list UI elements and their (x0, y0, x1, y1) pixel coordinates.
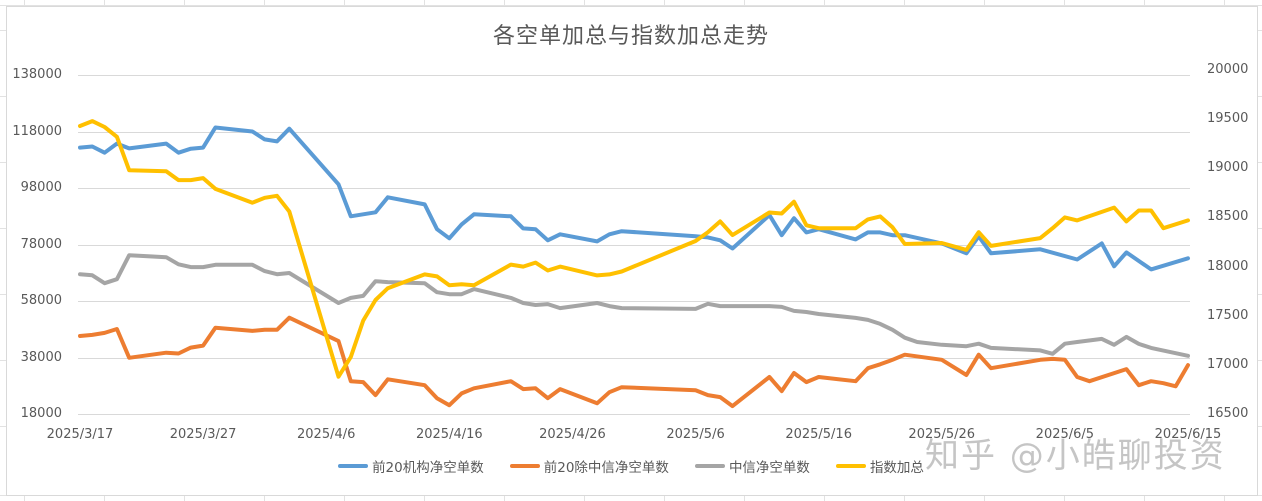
y-tick-right: 17500 (1207, 307, 1249, 323)
series-line-2[interactable] (78, 253, 1190, 358)
y-tick-right: 16500 (1207, 406, 1249, 421)
series-line-1[interactable] (78, 315, 1190, 409)
series-lines (78, 119, 1190, 409)
y-tick-left: 98000 (20, 180, 62, 195)
legend-swatch-icon (338, 464, 369, 468)
legend-swatch-icon (694, 464, 725, 468)
legend-swatch-icon (509, 464, 540, 468)
y-tick-left: 58000 (20, 293, 62, 308)
watermark: 知乎 @小皓聊投资 (925, 436, 1226, 476)
series-line-0[interactable] (78, 125, 1190, 272)
y-tick-left: 78000 (20, 236, 62, 252)
x-tick: 2025/3/27 (169, 427, 237, 442)
y-tick-right: 18500 (1207, 209, 1249, 225)
x-tick: 2025/4/16 (415, 427, 483, 442)
y-tick-right: 19500 (1207, 111, 1249, 127)
legend-item[interactable]: 前20除中信净空单数 (509, 456, 669, 476)
y-tick-left: 38000 (20, 349, 62, 365)
x-tick: 2025/4/26 (539, 427, 606, 442)
y-tick-right: 18000 (1207, 258, 1249, 274)
legend-label: 前20机构净空单数 (372, 460, 484, 476)
legend-label: 中信净空单数 (728, 460, 810, 476)
legend: 前20机构净空单数 前20除中信净空单数 中信净空单数 指数加总 (0, 456, 1262, 476)
x-tick: 2025/5/6 (666, 427, 725, 442)
x-tick: 2025/4/6 (297, 427, 356, 442)
legend-label: 指数加总 (869, 460, 924, 476)
y-tick-right: 20000 (1207, 62, 1249, 77)
x-tick: 2025/3/17 (46, 427, 114, 442)
legend-item[interactable]: 中信净空单数 (694, 456, 810, 476)
x-tick: 2025/5/26 (908, 427, 976, 442)
x-tick: 2025/5/16 (785, 427, 852, 442)
x-tick: 2025/6/15 (1154, 427, 1222, 442)
legend-label: 前20除中信净空单数 (543, 460, 669, 476)
y-tick-right: 17000 (1207, 356, 1249, 372)
y-tick-right: 19000 (1207, 160, 1249, 176)
legend-item[interactable]: 指数加总 (835, 456, 924, 476)
legend-item[interactable]: 前20机构净空单数 (338, 456, 484, 476)
y-tick-left: 18000 (20, 406, 62, 421)
series-line-3[interactable] (78, 119, 1190, 379)
y-tick-left: 138000 (12, 67, 62, 82)
legend-swatch-icon (835, 464, 866, 468)
chart-title: 各空单加总与指数加总走势 (492, 24, 769, 49)
horizontal-gridlines (78, 75, 1190, 415)
x-tick: 2025/6/5 (1035, 427, 1095, 442)
y-tick-left: 118000 (12, 123, 62, 139)
